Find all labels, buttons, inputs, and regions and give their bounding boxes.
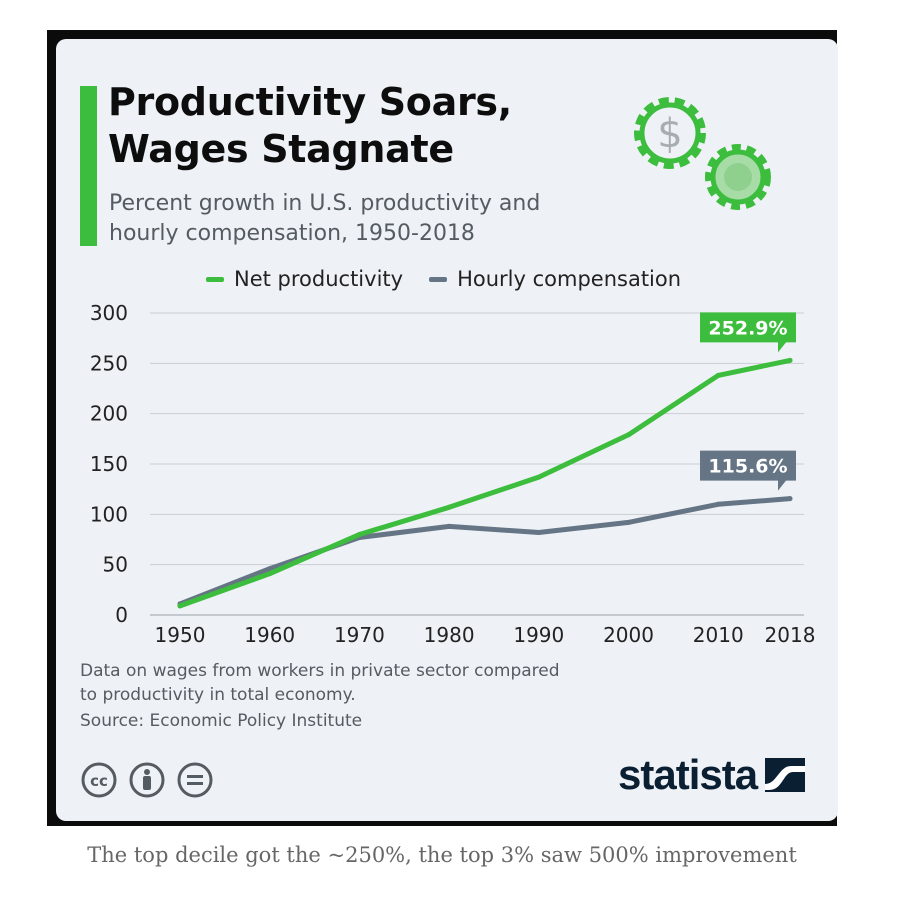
creative-commons-icon: cc: [81, 762, 117, 798]
legend-item-compensation: Hourly compensation: [429, 267, 681, 291]
y-tick-label-250: 250: [90, 351, 128, 375]
infographic-card: Productivity Soars, Wages Stagnate Perce…: [56, 39, 838, 821]
data-point-productivity-1950: [177, 603, 183, 609]
end-label-compensation: 115.6%: [708, 456, 787, 478]
data-point-productivity-2018: [787, 357, 793, 363]
brand-wordmark: statista: [618, 751, 758, 798]
data-point-productivity-1980: [446, 504, 452, 510]
legend-label-productivity: Net productivity: [234, 267, 404, 291]
small-gear-icon: [705, 144, 771, 210]
end-label-box-compensation: [700, 450, 796, 491]
y-tick-label-150: 150: [90, 452, 128, 476]
data-point-compensation-2018: [787, 496, 793, 502]
x-tick-label-2018: 2018: [765, 623, 816, 647]
dollar-gears-icon: $: [634, 97, 771, 210]
data-point-compensation-1990: [536, 529, 542, 535]
data-point-productivity-1970: [356, 531, 362, 537]
statista-logo: statista: [618, 751, 806, 799]
x-tick-label-1950: 1950: [155, 623, 206, 647]
svg-text:cc: cc: [90, 772, 108, 790]
y-tick-label-50: 50: [103, 553, 128, 577]
line-chart: 0 50 100 150 200 250 300 1950 1960 1970 1980 1990 20…: [90, 301, 816, 647]
legend-label-compensation: Hourly compensation: [457, 267, 682, 291]
attribution-icon: [129, 762, 165, 798]
chart-subtitle: Percent growth in U.S. productivity and …: [109, 191, 541, 246]
y-tick-label-200: 200: [90, 402, 128, 426]
license-icons: cc: [80, 761, 214, 799]
data-point-compensation-2000: [626, 519, 632, 525]
no-derivatives-icon: [177, 762, 213, 798]
y-tick-label-100: 100: [90, 502, 128, 526]
x-tick-label-2010: 2010: [693, 623, 744, 647]
chart-footnote: Data on wages from workers in private se…: [80, 661, 560, 705]
legend-item-productivity: Net productivity: [206, 267, 403, 291]
chart-source: Source: Economic Policy Institute: [80, 711, 363, 731]
dollar-gear-icon: $: [634, 97, 706, 169]
x-tick-label-1990: 1990: [513, 623, 564, 647]
x-tick-label-1980: 1980: [424, 623, 475, 647]
x-tick-label-1970: 1970: [334, 623, 385, 647]
svg-text:$: $: [657, 111, 682, 157]
chart-title: Productivity Soars, Wages Stagnate: [108, 80, 512, 171]
x-tick-label-1960: 1960: [244, 623, 295, 647]
title-accent-bar: [80, 86, 97, 246]
legend-swatch-productivity: [206, 276, 224, 282]
data-point-compensation-1960: [267, 566, 273, 572]
y-tick-label-0: 0: [115, 603, 128, 627]
data-point-productivity-1990: [536, 474, 542, 480]
data-point-compensation-2010: [715, 501, 721, 507]
y-tick-label-300: 300: [90, 301, 128, 325]
x-tick-label-2000: 2000: [603, 623, 654, 647]
data-point-compensation-1980: [446, 523, 452, 529]
series-line-productivity: [177, 357, 793, 609]
end-label-productivity: 252.9%: [708, 317, 787, 339]
statista-mark-icon: [765, 758, 806, 792]
legend-swatch-compensation: [429, 276, 448, 282]
chart-legend: Net productivity Hourly compensation: [206, 267, 681, 291]
data-point-productivity-2000: [626, 432, 632, 438]
image-caption: The top decile got the ~250%, the top 3%…: [87, 843, 797, 867]
end-label-box-productivity: [700, 312, 796, 353]
data-point-productivity-2010: [715, 372, 721, 378]
series-line-compensation: [177, 496, 793, 607]
data-point-productivity-1960: [267, 571, 273, 577]
